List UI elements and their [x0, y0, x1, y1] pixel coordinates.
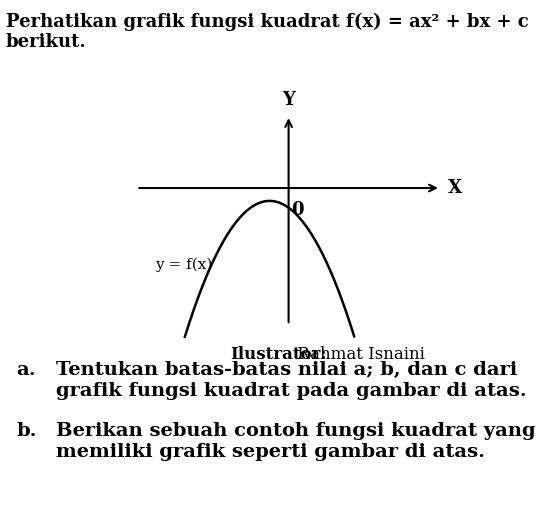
Text: Perhatikan grafik fungsi kuadrat f(x) = ax² + bx + c: Perhatikan grafik fungsi kuadrat f(x) = … — [6, 13, 528, 31]
Text: y = f(x): y = f(x) — [155, 258, 213, 272]
Text: berikut.: berikut. — [6, 33, 86, 51]
Text: Ilustrator:: Ilustrator: — [230, 346, 327, 362]
Text: Tentukan batas-batas nilai a; b, dan c dari
grafik fungsi kuadrat pada gambar di: Tentukan batas-batas nilai a; b, dan c d… — [56, 361, 526, 400]
Text: X: X — [448, 179, 462, 197]
Text: 0: 0 — [291, 201, 304, 219]
Text: Rahmat Isnaini: Rahmat Isnaini — [292, 346, 425, 362]
Text: b.: b. — [17, 422, 37, 440]
Text: Berikan sebuah contoh fungsi kuadrat yang
memiliki grafik seperti gambar di atas: Berikan sebuah contoh fungsi kuadrat yan… — [56, 422, 535, 461]
Text: a.: a. — [17, 361, 36, 379]
Text: Y: Y — [282, 91, 295, 109]
